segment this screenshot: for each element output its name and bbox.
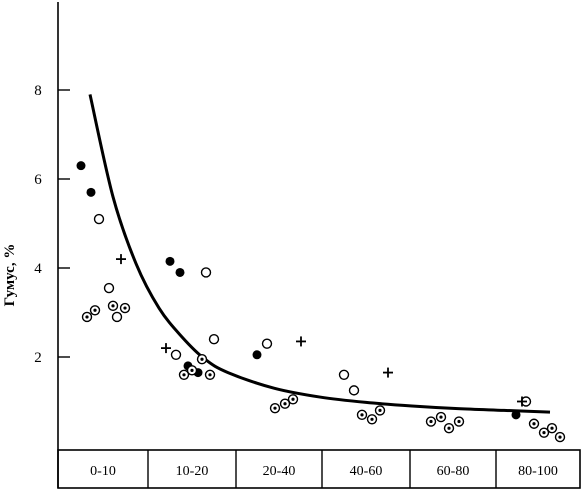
- point-dotted-center: [360, 413, 364, 417]
- point-open-circle: [261, 338, 273, 349]
- point-plus: [383, 367, 393, 378]
- fit-curve: [88, 94, 551, 414]
- point-dotted-circle: [178, 369, 190, 380]
- point-dotted-circle: [81, 311, 93, 323]
- point-filled-circle: [511, 410, 521, 420]
- y-axis-label-group: Гумус, %: [2, 244, 18, 307]
- category-label: 10-20: [176, 464, 209, 479]
- point-dotted-center: [283, 402, 287, 406]
- y-tick-label: 8: [34, 83, 42, 99]
- point-dotted-circle: [204, 369, 216, 380]
- point-dotted-circle: [89, 305, 101, 316]
- point-dotted-circle: [435, 411, 447, 423]
- category-table: 0-10 10-20 20-40 40-60 60-80 80-100: [57, 449, 581, 489]
- point-filled-circle: [76, 161, 86, 171]
- y-axis-label: Гумус, %: [2, 244, 18, 307]
- y-tick-label: 6: [34, 172, 42, 188]
- point-dotted-center: [85, 315, 89, 319]
- point-dotted-center: [93, 308, 97, 312]
- point-dotted-circle: [107, 300, 119, 312]
- point-plus: [161, 343, 171, 354]
- point-open-circle: [200, 267, 212, 278]
- point-plus: [116, 254, 126, 265]
- point-dotted-center: [532, 422, 536, 426]
- point-open-circle: [338, 369, 350, 380]
- point-dotted-circle: [528, 418, 540, 429]
- point-dotted-center: [550, 426, 554, 430]
- point-dotted-center: [273, 406, 277, 410]
- axes: 2 4 6 8: [34, 2, 70, 488]
- point-filled-circle: [86, 187, 96, 197]
- point-dotted-center: [558, 435, 562, 439]
- point-dotted-circle: [374, 405, 386, 416]
- point-dotted-center: [457, 419, 461, 424]
- point-open-circle: [170, 349, 182, 360]
- fit-curve-group: [88, 94, 551, 414]
- category-label: 0-10: [90, 464, 116, 479]
- point-open-circle: [93, 213, 105, 225]
- point-dotted-circle: [443, 423, 455, 434]
- category-label: 80-100: [518, 464, 558, 479]
- point-dotted-circle: [196, 354, 208, 365]
- point-plus: [296, 336, 306, 347]
- point-dotted-center: [439, 415, 443, 419]
- y-tick-label: 4: [34, 261, 42, 277]
- point-open-circle: [111, 311, 123, 323]
- point-filled-circle: [252, 350, 262, 360]
- point-dotted-circle: [356, 409, 368, 421]
- point-dotted-circle: [269, 402, 281, 414]
- point-dotted-center: [123, 306, 127, 310]
- point-dotted-center: [429, 419, 433, 424]
- category-label: 40-60: [350, 464, 383, 479]
- point-open-circle: [208, 334, 220, 345]
- point-open-circle: [348, 385, 360, 396]
- point-dotted-center: [200, 357, 204, 361]
- point-filled-circle: [165, 256, 175, 266]
- category-label: 60-80: [437, 464, 470, 479]
- point-dotted-center: [190, 368, 194, 372]
- point-plus: [517, 396, 527, 407]
- point-dotted-center: [182, 373, 186, 377]
- point-dotted-circle: [119, 302, 131, 314]
- point-filled-circle: [175, 267, 185, 277]
- point-dotted-circle: [279, 398, 291, 409]
- point-dotted-circle: [186, 365, 198, 376]
- point-dotted-circle: [366, 414, 378, 425]
- category-label: 20-40: [263, 464, 296, 479]
- point-dotted-center: [370, 417, 374, 421]
- y-tick-label: 2: [34, 350, 42, 366]
- point-dotted-circle: [425, 416, 437, 427]
- point-dotted-center: [447, 426, 451, 430]
- point-dotted-circle: [546, 423, 558, 434]
- point-open-circle: [103, 282, 115, 294]
- point-dotted-center: [378, 408, 382, 412]
- point-dotted-center: [542, 431, 546, 435]
- point-dotted-circle: [287, 394, 299, 405]
- point-dotted-center: [291, 397, 295, 401]
- point-dotted-circle: [554, 431, 566, 443]
- point-dotted-circle: [453, 416, 465, 427]
- category-table-frame: [57, 449, 581, 489]
- data-points: [76, 161, 566, 443]
- point-dotted-center: [208, 373, 212, 377]
- point-dotted-circle: [538, 427, 550, 438]
- point-dotted-center: [111, 304, 115, 308]
